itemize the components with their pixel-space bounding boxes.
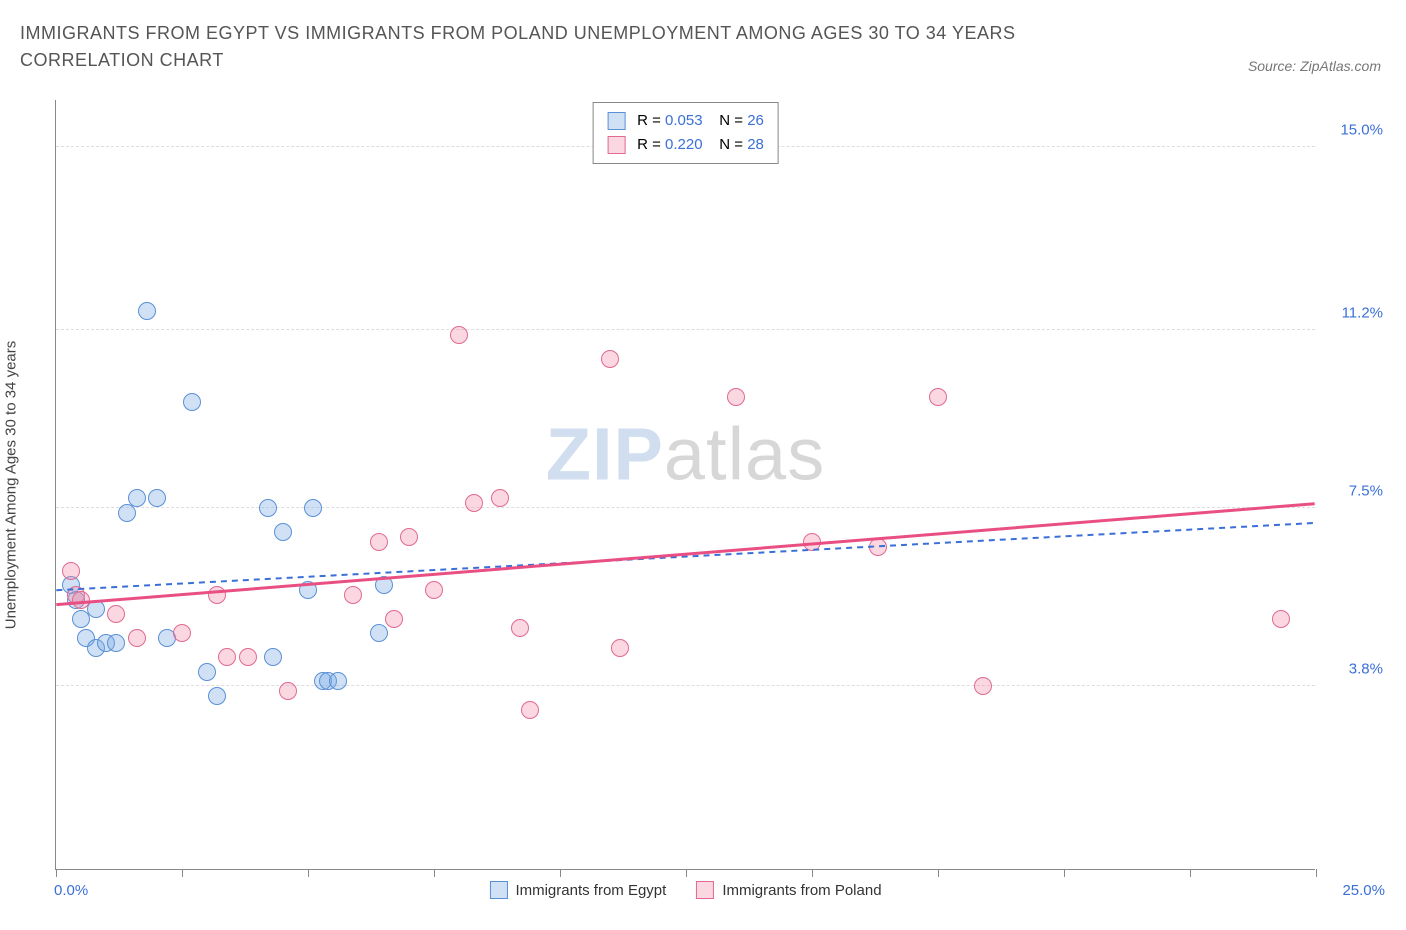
y-tick-label: 3.8% [1323,661,1383,678]
scatter-point-poland [344,586,362,604]
x-min-label: 0.0% [54,882,88,899]
scatter-point-poland [521,701,539,719]
scatter-point-poland [601,350,619,368]
scatter-point-poland [974,677,992,695]
scatter-point-egypt [87,600,105,618]
scatter-point-poland [491,489,509,507]
scatter-point-poland [370,533,388,551]
scatter-point-poland [128,629,146,647]
scatter-point-poland [611,639,629,657]
x-max-label: 25.0% [1342,882,1385,899]
x-tick [938,869,939,877]
legend-swatch-egypt [489,881,507,899]
scatter-point-poland [425,581,443,599]
scatter-point-poland [929,388,947,406]
scatter-point-egypt [148,489,166,507]
legend-swatch-egypt [607,112,625,130]
x-tick [686,869,687,877]
scatter-point-egypt [128,489,146,507]
scatter-point-egypt [264,648,282,666]
x-tick [56,869,57,877]
scatter-point-poland [279,682,297,700]
scatter-point-egypt [198,663,216,681]
y-tick-label: 15.0% [1323,122,1383,139]
trendline-egypt [56,523,1314,590]
scatter-point-poland [1272,610,1290,628]
scatter-point-poland [218,648,236,666]
x-tick [182,869,183,877]
scatter-point-poland [72,591,90,609]
source-attribution: Source: ZipAtlas.com [1248,58,1381,74]
trendline-poland [56,504,1314,605]
scatter-point-poland [239,648,257,666]
trend-lines [56,100,1315,869]
legend-stats: R = 0.053 N = 26 R = 0.220 N = 28 [592,102,779,164]
x-tick [1316,869,1317,877]
scatter-point-poland [727,388,745,406]
plot-area: Unemployment Among Ages 30 to 34 years Z… [55,100,1315,870]
scatter-point-poland [803,533,821,551]
scatter-point-poland [208,586,226,604]
scatter-point-egypt [370,624,388,642]
y-tick-label: 11.2% [1323,305,1383,322]
legend-swatch-poland [696,881,714,899]
chart-title: IMMIGRANTS FROM EGYPT VS IMMIGRANTS FROM… [20,20,1120,74]
legend-label-egypt: Immigrants from Egypt [515,882,666,899]
scatter-point-egypt [183,393,201,411]
legend-series: Immigrants from Egypt Immigrants from Po… [489,881,881,899]
x-tick [560,869,561,877]
x-tick [308,869,309,877]
legend-item-poland: Immigrants from Poland [696,881,881,899]
scatter-point-egypt [107,634,125,652]
y-axis-title: Unemployment Among Ages 30 to 34 years [3,340,20,629]
scatter-point-egypt [259,499,277,517]
scatter-point-poland [465,494,483,512]
scatter-point-egypt [274,523,292,541]
scatter-point-poland [62,562,80,580]
scatter-point-egypt [208,687,226,705]
scatter-point-egypt [299,581,317,599]
x-tick [1190,869,1191,877]
legend-label-poland: Immigrants from Poland [722,882,881,899]
scatter-point-poland [107,605,125,623]
scatter-point-egypt [138,302,156,320]
scatter-point-egypt [375,576,393,594]
scatter-point-poland [511,619,529,637]
gridline [56,685,1315,686]
gridline [56,507,1315,508]
x-tick [1064,869,1065,877]
scatter-point-egypt [329,672,347,690]
chart-container: Unemployment Among Ages 30 to 34 years Z… [55,100,1385,870]
legend-stats-row-poland: R = 0.220 N = 28 [607,133,764,157]
scatter-point-egypt [304,499,322,517]
scatter-point-poland [173,624,191,642]
x-tick [812,869,813,877]
gridline [56,329,1315,330]
scatter-point-poland [869,538,887,556]
legend-swatch-poland [607,136,625,154]
legend-item-egypt: Immigrants from Egypt [489,881,666,899]
x-tick [434,869,435,877]
scatter-point-poland [400,528,418,546]
scatter-point-poland [450,326,468,344]
watermark: ZIPatlas [546,411,825,496]
legend-stats-row-egypt: R = 0.053 N = 26 [607,109,764,133]
scatter-point-poland [385,610,403,628]
y-tick-label: 7.5% [1323,483,1383,500]
